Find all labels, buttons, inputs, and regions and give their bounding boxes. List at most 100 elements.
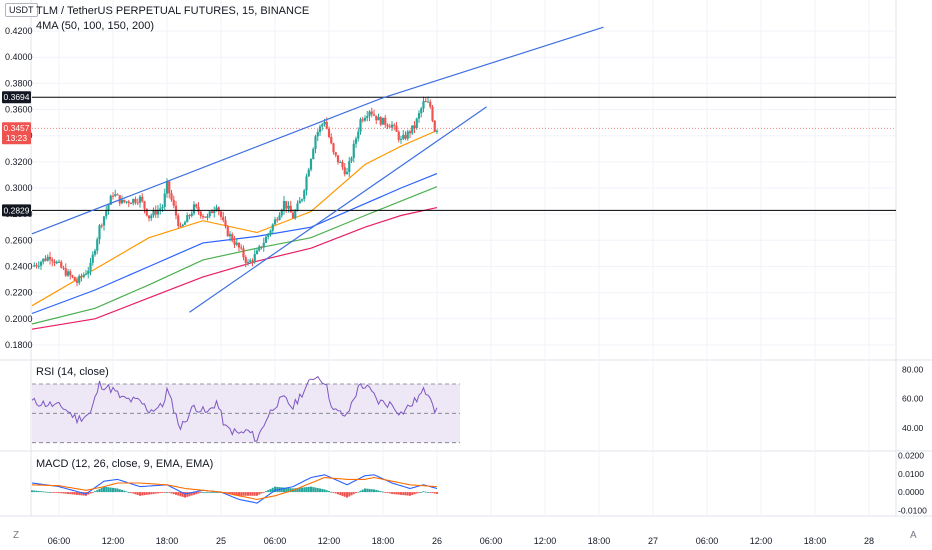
macd-histogram-bar (184, 492, 186, 498)
candle-body (282, 201, 286, 211)
candle-body (312, 148, 315, 159)
candle-body (300, 199, 304, 201)
time-tick-label: 06:00 (48, 536, 71, 546)
time-tick-label: 06:00 (480, 536, 503, 546)
candle-body (206, 216, 209, 218)
macd-histogram-bar (280, 487, 283, 493)
trend-line[interactable] (382, 26, 604, 99)
macd-histogram-bar (130, 492, 132, 493)
macd-histogram-bar (364, 488, 366, 493)
macd-histogram-bar (179, 492, 182, 497)
price-label: 0.3694 (4, 92, 30, 102)
macd-histogram-bar (172, 492, 175, 495)
trend-line[interactable] (31, 97, 384, 235)
candle-body (190, 213, 193, 216)
rsi-tick-label: 60.00 (902, 394, 924, 404)
macd-histogram-bar (73, 492, 76, 495)
macd-histogram-bar (402, 492, 405, 496)
macd-label[interactable]: MACD (12, 26, close, 9, EMA, EMA) (36, 458, 214, 470)
macd-histogram-bar (71, 492, 74, 495)
candle-body (354, 138, 358, 144)
macd-histogram-bar (366, 488, 369, 493)
macd-histogram-bar (94, 491, 96, 493)
macd-histogram-bar (233, 492, 236, 495)
candle-body (435, 130, 439, 132)
candle-body (330, 137, 333, 144)
candle-body (62, 267, 65, 269)
candle-body (228, 234, 232, 237)
candle-body (39, 261, 43, 266)
time-tick-label: 28 (864, 536, 874, 546)
candle-body (89, 262, 92, 271)
rsi-label[interactable]: RSI (14, close) (36, 366, 109, 378)
macd-histogram-bar (240, 492, 243, 496)
candle-body (258, 246, 261, 251)
macd-histogram-bar (154, 492, 157, 494)
candle-body (165, 181, 169, 194)
macd-histogram-bar (67, 492, 69, 494)
price-label-box (2, 204, 31, 217)
trend-line[interactable] (189, 106, 487, 313)
candle-body (404, 134, 407, 139)
candle-body (345, 172, 349, 175)
macd-histogram-bar (294, 488, 297, 493)
macd-histogram-bar (53, 492, 56, 493)
candle-body (386, 124, 389, 127)
macd-histogram-bar (391, 492, 393, 494)
time-tick-label: 06:00 (696, 536, 719, 546)
macd-histogram-bar (145, 492, 148, 495)
macd-histogram-bar (352, 492, 355, 495)
macd-histogram-bar (103, 486, 105, 493)
macd-histogram-bar (397, 492, 400, 495)
candle-body (267, 233, 270, 237)
macd-histogram-bar (424, 491, 427, 493)
candle-body (219, 211, 223, 217)
macd-histogram-bar (159, 492, 162, 494)
macd-histogram-bar (181, 492, 184, 497)
timezone-button[interactable]: Z (13, 530, 20, 541)
candle-body (168, 181, 171, 194)
candle-body (147, 215, 151, 219)
candle-body (384, 117, 387, 125)
candle-body (154, 210, 157, 215)
symbol-title: TLM / TetherUS PERPETUAL FUTURES, 15, BI… (36, 5, 310, 17)
macd-histogram-bar (393, 492, 396, 495)
macd-histogram-bar (49, 492, 51, 493)
candle-body (141, 196, 144, 202)
macd-histogram-bar (388, 492, 391, 494)
macd-histogram-bar (312, 487, 315, 493)
candle-body (33, 265, 36, 267)
candle-body (327, 128, 331, 138)
macd-histogram-bar (386, 492, 389, 493)
macd-histogram-bar (334, 492, 337, 494)
candle-body (57, 261, 61, 263)
macd-histogram-bar (420, 491, 423, 493)
macd-histogram-bar (78, 492, 81, 496)
macd-histogram-bar (307, 486, 310, 493)
candle-body (406, 131, 409, 139)
macd-histogram-bar (298, 487, 301, 493)
price-label-box (2, 122, 31, 145)
macd-histogram-bar (46, 491, 49, 493)
candle-body (156, 209, 160, 215)
candle-body (183, 222, 187, 225)
auto-scale-button[interactable]: A (910, 530, 917, 541)
macd-histogram-bar (91, 492, 94, 493)
macd-histogram-bar (328, 491, 330, 493)
indicator-label[interactable]: 4MA (50, 100, 150, 200) (36, 20, 155, 32)
candle-body (233, 240, 236, 245)
candle-body (172, 199, 175, 206)
macd-histogram-bar (330, 491, 333, 493)
time-tick-label: 12:00 (750, 536, 773, 546)
macd-histogram-bar (107, 487, 110, 493)
macd-histogram-bar (199, 492, 202, 493)
macd-histogram-bar (260, 492, 263, 494)
macd-histogram-bar (431, 492, 434, 494)
candle-body (102, 216, 106, 226)
candle-body (417, 113, 421, 119)
candle-body (208, 211, 211, 217)
candle-body (35, 265, 38, 267)
unit-label[interactable]: USDT (5, 3, 38, 17)
candle-body (177, 215, 180, 226)
